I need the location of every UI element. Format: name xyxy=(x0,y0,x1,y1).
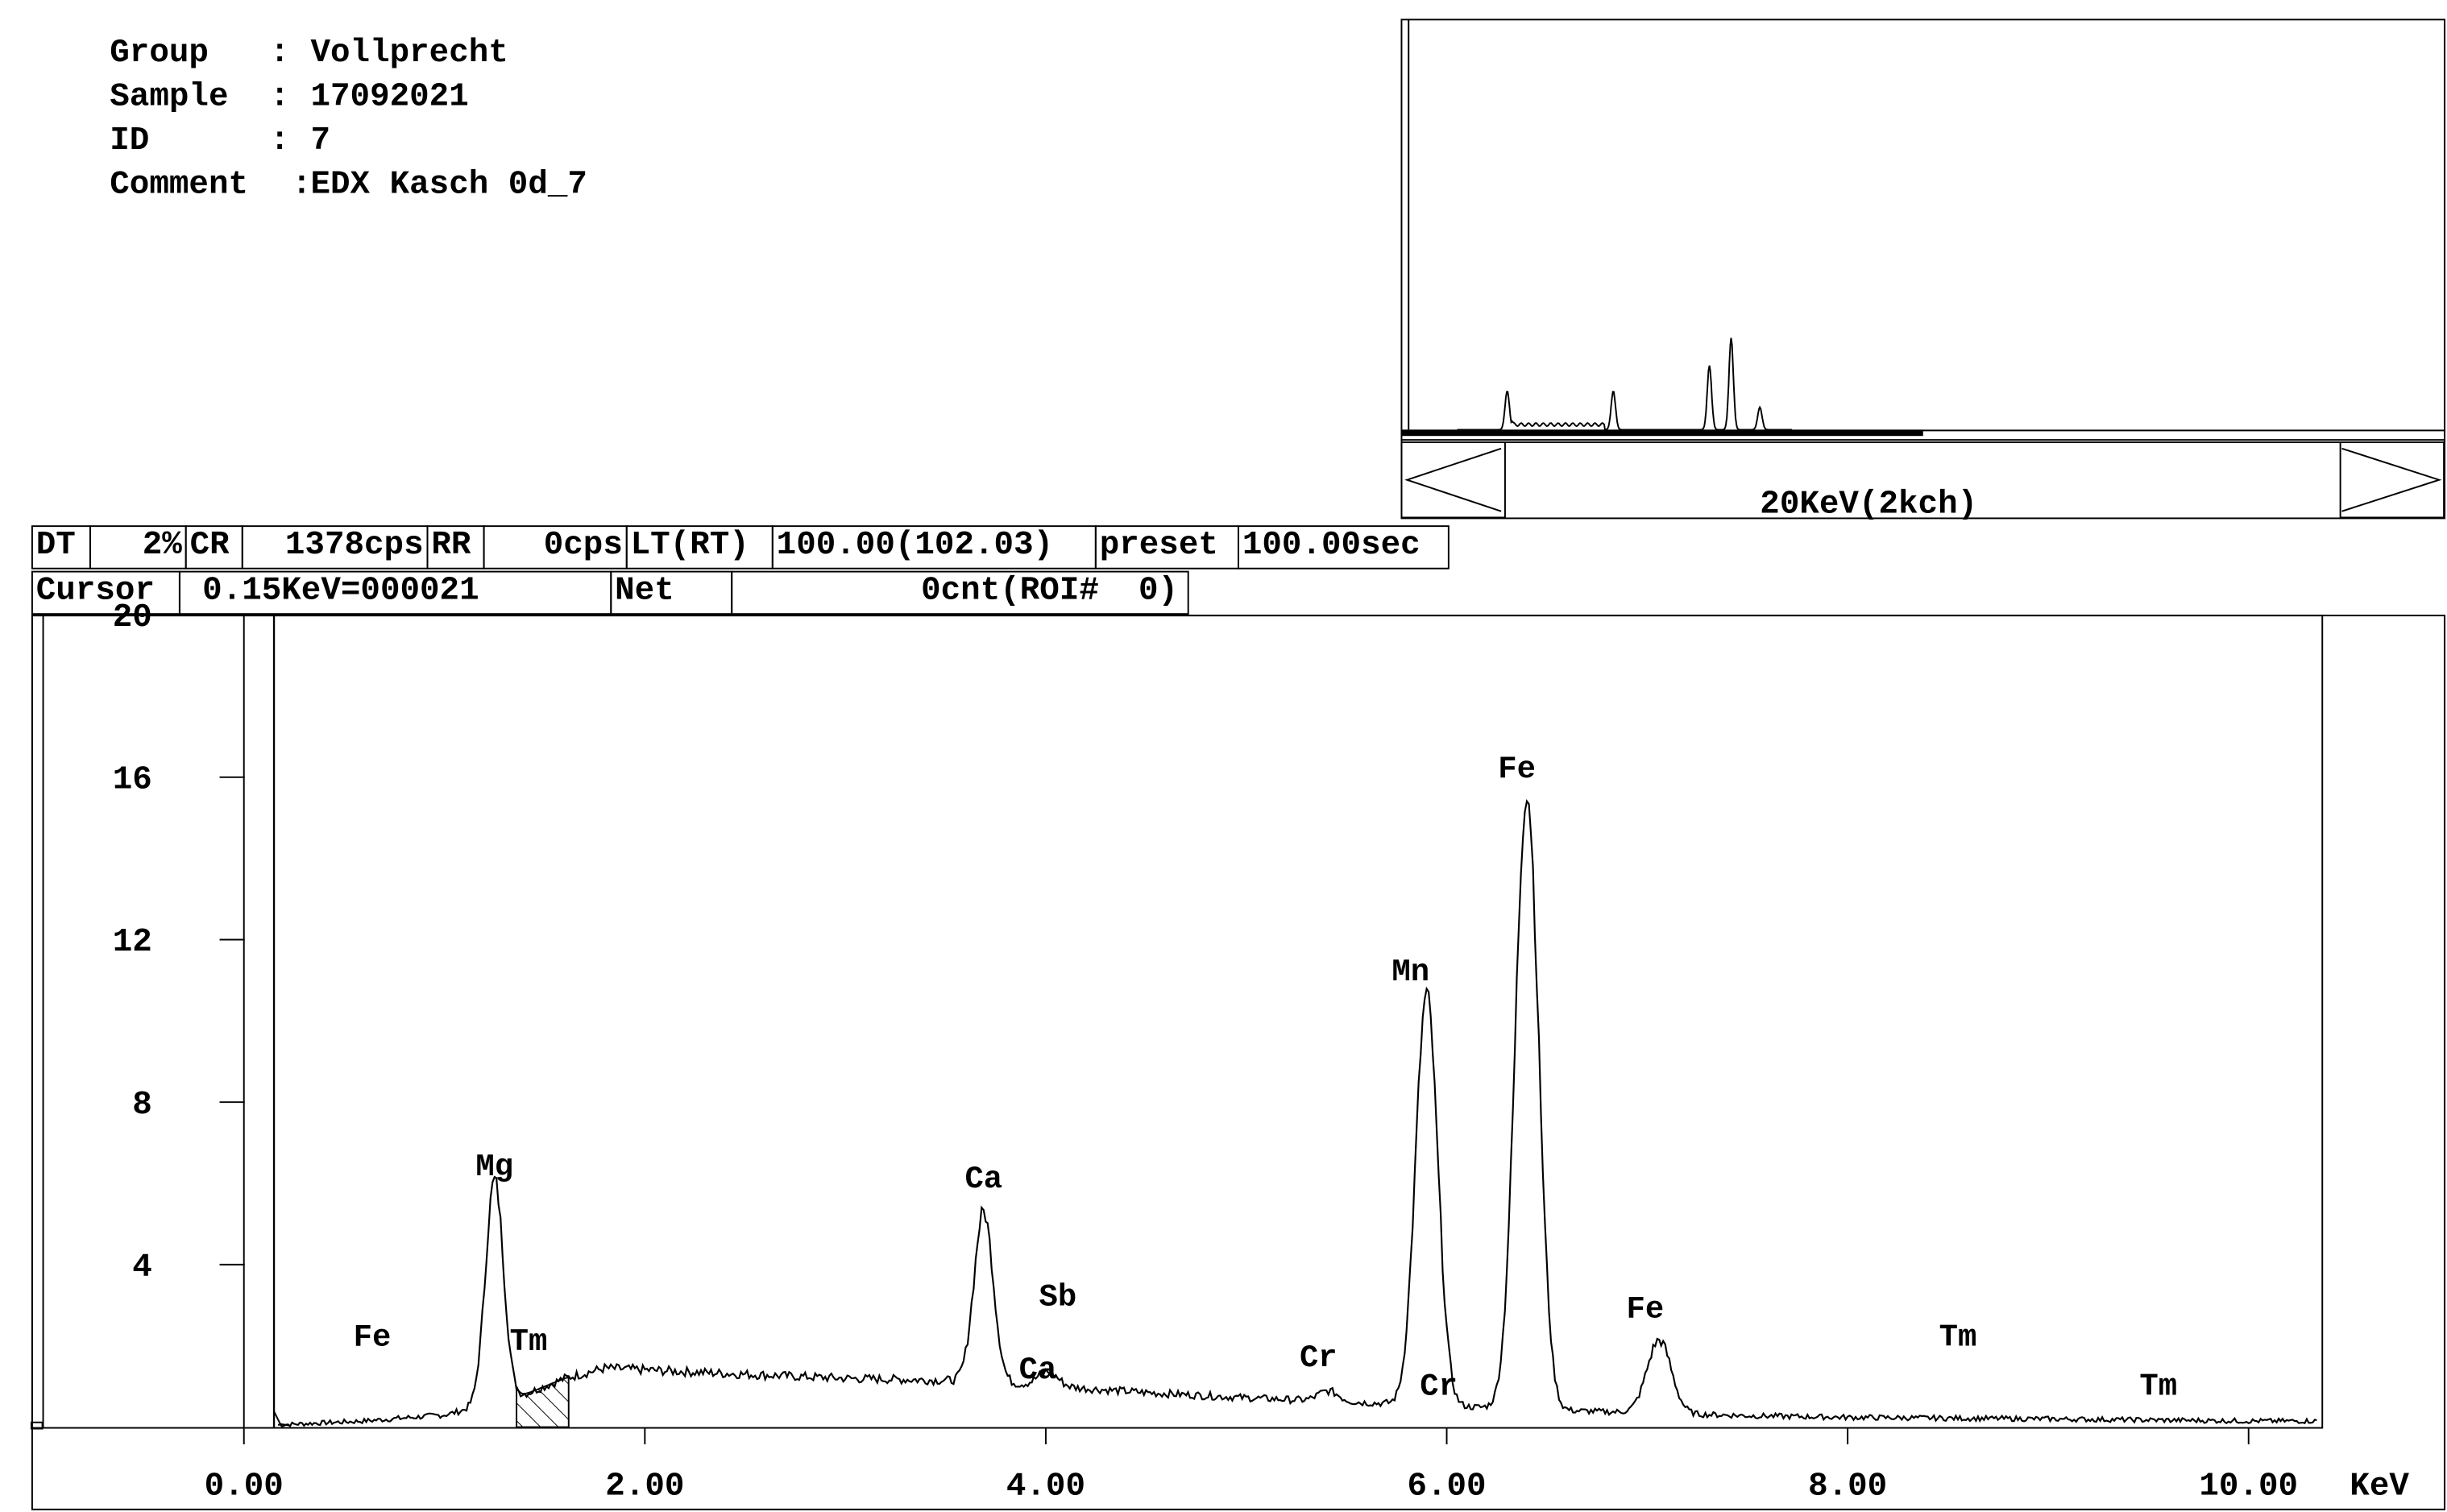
overview-panel[interactable]: 20KeV(2kch) xyxy=(1400,19,2446,524)
sample-key: Sample xyxy=(110,80,229,117)
x-tick-label: 10.00 xyxy=(2199,1468,2298,1505)
peak-label: Tm xyxy=(510,1324,548,1360)
peak-label: Ca xyxy=(964,1162,1002,1197)
peak-annotations: Fe Mg Tm Ca Sb Ca Cr Cr Mn Fe Fe Tm Tm xyxy=(354,752,2178,1404)
peak-label: Mn xyxy=(1391,955,1429,990)
comment-value: EDX Kasch 0d_7 xyxy=(310,168,587,205)
x-axis-label: KeV xyxy=(2350,1468,2409,1505)
peak-label: Fe xyxy=(1626,1291,1664,1327)
x-tick-label: 4.00 xyxy=(1006,1468,1085,1505)
peak-label: Tm xyxy=(2139,1369,2177,1404)
id-key: ID xyxy=(110,123,150,160)
peak-label: Fe xyxy=(1498,752,1536,787)
cr-value: 1378cps xyxy=(241,525,429,570)
scroll-right-icon[interactable] xyxy=(2339,441,2445,519)
x-tick-label: 2.00 xyxy=(605,1468,684,1505)
peak-label: Cr xyxy=(1300,1340,1338,1376)
preset-value: 100.00sec xyxy=(1238,525,1450,570)
cr-label: CR xyxy=(185,525,243,570)
x-tick-label: 8.00 xyxy=(1808,1468,1887,1505)
y-tick-label: 4 xyxy=(132,1249,152,1286)
net-value: 0cnt(ROI# 0) xyxy=(731,570,1189,615)
peak-label: Fe xyxy=(354,1320,392,1356)
spectrum-line xyxy=(277,798,2317,1428)
x-tick-label: 0.00 xyxy=(205,1468,284,1505)
y-tick-label: 16 xyxy=(113,761,152,798)
peak-label: Mg xyxy=(475,1150,513,1185)
lt-value: 100.00(102.03) xyxy=(771,525,1097,570)
chart-axes: 0.00 2.00 4.00 6.00 8.00 10.00 4 8 12 16 20 xyxy=(113,599,2298,1506)
comment-key: Comment xyxy=(110,168,249,205)
x-tick-label: 6.00 xyxy=(1407,1468,1486,1505)
y-tick-label: 8 xyxy=(132,1087,152,1124)
y-tick-label: 12 xyxy=(113,924,152,961)
spectrum-trace xyxy=(277,798,2317,1428)
lt-label: LT(RT) xyxy=(625,525,774,570)
peak-label: Ca xyxy=(1019,1353,1057,1388)
cursor-value: 0.15KeV=000021 xyxy=(178,570,612,615)
comment-sep: : xyxy=(292,168,312,205)
peak-label: Cr xyxy=(1420,1369,1458,1404)
overview-scroll-thumb[interactable] xyxy=(1400,429,1923,437)
group-value: Vollprecht xyxy=(310,35,508,72)
id-sep: : xyxy=(269,123,290,160)
overview-range-label: 20KeV(2kch) xyxy=(1760,487,1977,524)
peak-label: Sb xyxy=(1039,1279,1077,1315)
sample-sep: : xyxy=(269,80,290,117)
sample-value: 17092021 xyxy=(310,80,469,117)
cursor-marker[interactable] xyxy=(272,615,290,1427)
peak-label: Tm xyxy=(1939,1320,1977,1356)
id-value: 7 xyxy=(310,123,331,160)
preset-label: preset xyxy=(1094,525,1239,570)
y-tick-label: 20 xyxy=(113,599,152,636)
group-key: Group xyxy=(110,35,209,72)
group-sep: : xyxy=(269,35,290,72)
scroll-left-icon[interactable] xyxy=(1400,441,1506,519)
cursor-foot xyxy=(273,1411,290,1427)
rr-value: 0cps xyxy=(483,525,628,570)
